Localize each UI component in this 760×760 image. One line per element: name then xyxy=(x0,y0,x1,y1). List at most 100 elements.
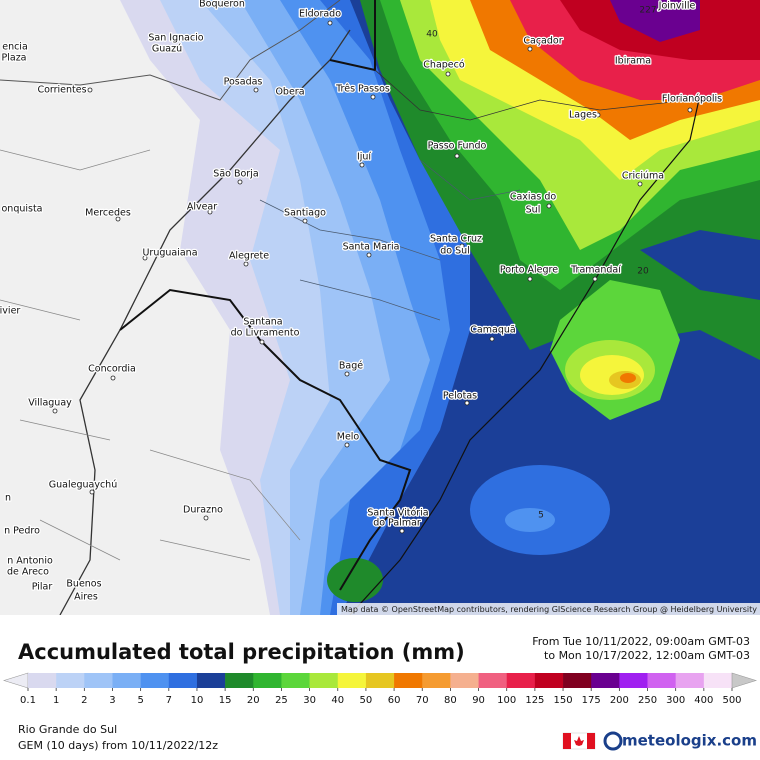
coastline xyxy=(349,94,701,615)
city-dot xyxy=(243,261,249,267)
scale-swatch xyxy=(253,673,282,688)
city-dot xyxy=(459,243,465,249)
city-label: Camaquã xyxy=(470,325,515,336)
precip-area xyxy=(620,373,636,383)
brand-logo xyxy=(603,731,623,751)
model-info: GEM (10 days) from 10/11/2022/12z xyxy=(18,739,218,752)
city-label: Joinville xyxy=(658,1,696,12)
scale-label: 175 xyxy=(582,695,601,706)
city-label: Aires xyxy=(74,592,98,603)
city-label: Alvear xyxy=(187,202,217,213)
city-label: do Palmar xyxy=(373,518,421,529)
city-dot xyxy=(637,181,643,187)
scale-label: 15 xyxy=(219,695,232,706)
city-label: Ijuí xyxy=(357,152,371,163)
city-label: Melo xyxy=(337,432,360,443)
scale-swatch xyxy=(28,673,57,688)
period-from: From Tue 10/11/2022, 09:00am GMT-03 xyxy=(532,635,750,648)
precip-area xyxy=(505,508,555,532)
city-label: Buenos xyxy=(66,579,101,590)
scale-label: 500 xyxy=(722,695,741,706)
city-label: Florianópolis xyxy=(662,94,722,105)
city-dot xyxy=(464,400,470,406)
city-dot xyxy=(52,408,58,414)
city-label: Lages xyxy=(569,110,597,121)
city-label: Villaguay xyxy=(28,398,72,409)
city-labels: Boqueron Eldorado Joinville Caçador Ibirama e… xyxy=(0,0,723,604)
city-dot xyxy=(592,276,598,282)
scale-label: 100 xyxy=(497,695,516,706)
scale-swatch xyxy=(647,673,676,688)
scale-swatch xyxy=(84,673,113,688)
state-border xyxy=(119,288,412,591)
maple-leaf xyxy=(574,736,584,746)
city-dot xyxy=(302,218,308,224)
scale-swatch xyxy=(337,673,367,688)
city-label: encia xyxy=(2,42,28,53)
city-label: Guazú xyxy=(152,44,182,55)
city-label: Criciúma xyxy=(622,171,664,182)
city-dot xyxy=(89,489,95,495)
scale-label: 10 xyxy=(191,695,204,706)
scale-label: 90 xyxy=(472,695,485,706)
scale-label: 400 xyxy=(694,695,713,706)
municipal-border xyxy=(259,159,521,321)
city-label: Santa Vitória xyxy=(367,508,428,519)
city-label: Mercedes xyxy=(85,208,131,219)
scale-swatch xyxy=(506,673,536,688)
city-dot xyxy=(399,528,405,534)
city-label: n xyxy=(5,493,11,504)
city-dot xyxy=(527,46,533,52)
scale-label: 150 xyxy=(553,695,572,706)
city-dot xyxy=(259,339,265,345)
scale-swatch xyxy=(450,673,479,688)
contour-label: 20 xyxy=(637,267,649,277)
scale-swatch xyxy=(563,673,592,688)
city-dot xyxy=(546,203,552,209)
city-dot xyxy=(344,371,350,377)
scale-label: 200 xyxy=(610,695,629,706)
state-border xyxy=(374,69,691,121)
city-label: Gualeguaychú xyxy=(49,480,117,491)
brand-name: meteologix.com xyxy=(622,732,757,750)
city-dot xyxy=(370,94,376,100)
city-label: Santa Cruz xyxy=(430,234,482,245)
scale-label: 50 xyxy=(360,695,373,706)
flag-bar xyxy=(587,733,595,749)
city-label: Santiago xyxy=(284,208,326,219)
scale-label: 250 xyxy=(638,695,657,706)
scale-swatch xyxy=(168,673,198,688)
scale-swatch xyxy=(309,673,339,688)
city-dot xyxy=(454,153,460,159)
city-dot xyxy=(344,442,350,448)
scale-label: 5 xyxy=(137,695,143,706)
city-label: São Borja xyxy=(213,169,258,180)
city-label: Caxias do xyxy=(510,192,557,203)
city-label: Uruguaiana xyxy=(142,248,197,259)
scale-label: 7 xyxy=(166,695,172,706)
scale-swatch xyxy=(281,673,310,688)
city-label: Alegrete xyxy=(229,251,269,262)
contour-label: 227 xyxy=(639,6,656,16)
contour-label: 40 xyxy=(426,30,438,40)
city-dot xyxy=(445,71,451,77)
city-dot xyxy=(527,276,533,282)
city-label: Santa Maria xyxy=(343,242,400,253)
precip-area xyxy=(327,558,383,602)
city-label: Porto Alegre xyxy=(500,265,558,276)
scale-swatch xyxy=(619,673,648,688)
city-dot xyxy=(595,112,601,118)
city-dot xyxy=(207,209,213,215)
city-label: Tramandaí xyxy=(570,265,621,276)
city-label: Sul xyxy=(526,205,541,216)
scale-label: 25 xyxy=(275,695,288,706)
scale-swatch xyxy=(112,673,141,688)
city-dot xyxy=(366,252,372,258)
city-label: Concordia xyxy=(88,364,136,375)
city-dot xyxy=(489,336,495,342)
city-dot xyxy=(115,216,121,222)
period-to: to Mon 10/17/2022, 12:00am GMT-03 xyxy=(544,649,750,662)
region-name: Rio Grande do Sul xyxy=(18,723,117,736)
river-border xyxy=(59,29,351,615)
